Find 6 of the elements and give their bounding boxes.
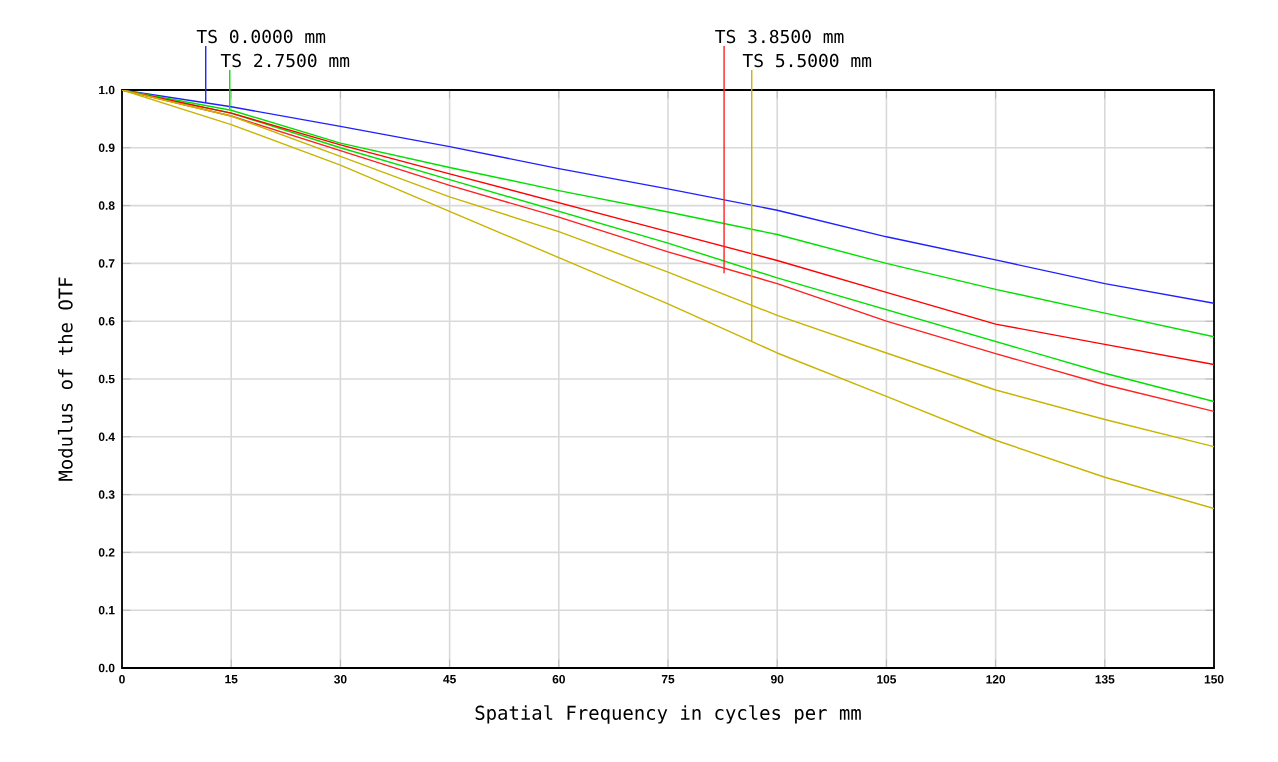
annotation: TS 5.5000 mm [742, 53, 872, 68]
y-axis-title: Modulus of the OTF [57, 277, 73, 481]
x-axis-title: Spatial Frequency in cycles per mm [475, 705, 861, 724]
annotation: TS 3.8500 mm [715, 29, 844, 44]
annotation: TS 0.0000 mm [196, 29, 326, 44]
annotation: TS 2.7500 mm [220, 53, 350, 68]
